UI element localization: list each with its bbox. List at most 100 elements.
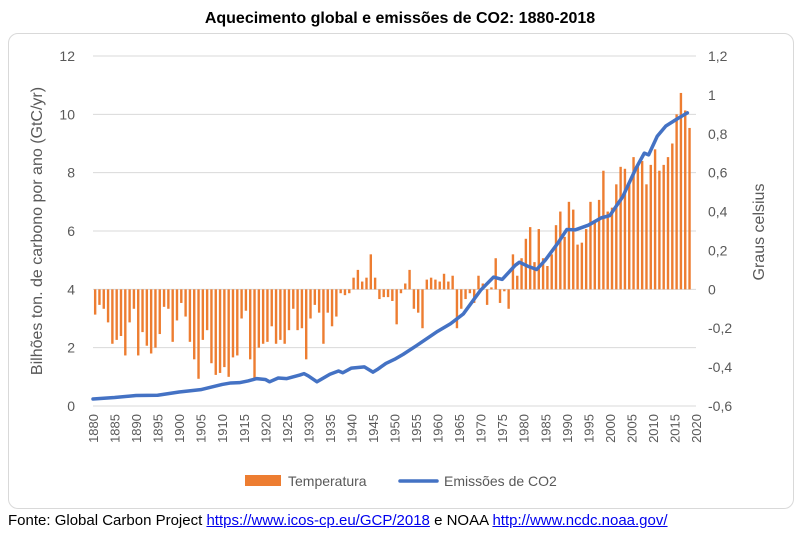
x-tick-label: 2020 [689, 414, 704, 443]
x-tick-label: 2000 [603, 414, 618, 443]
temperature-bar [261, 289, 265, 344]
y-left-tick-label: 4 [67, 281, 75, 297]
y-left-tick-label: 12 [59, 48, 75, 64]
temperature-bar [145, 289, 149, 346]
x-tick-label: 1990 [560, 414, 575, 443]
temperature-bar [576, 244, 579, 290]
temperature-bar [494, 258, 497, 290]
temperature-bar [210, 289, 213, 364]
temperature-bar [460, 289, 463, 309]
x-tick-label: 1900 [172, 414, 187, 443]
temperature-bar [520, 258, 523, 290]
temperature-bar [658, 170, 661, 290]
x-tick-label: 1940 [344, 414, 359, 443]
temperature-bar [567, 201, 571, 290]
x-tick-label: 2010 [646, 414, 661, 443]
x-tick-label: 1925 [280, 414, 295, 443]
temperature-bar [537, 229, 540, 290]
x-tick-label: 1955 [409, 414, 424, 443]
temperature-bar [649, 164, 652, 290]
temperature-bar [322, 289, 325, 344]
temperature-bar [360, 281, 364, 290]
chart-frame [8, 33, 794, 509]
temperature-bar [313, 289, 317, 305]
x-tick-label: 1945 [366, 414, 381, 443]
temperature-bar [287, 289, 291, 331]
temperature-bar [180, 289, 183, 303]
temperature-bar [679, 92, 683, 290]
temperature-bar [584, 229, 588, 290]
y-right-tick-label: 0,8 [708, 126, 728, 142]
temperature-bar [507, 289, 510, 309]
temperature-bar [546, 266, 549, 290]
temperature-bar [628, 184, 631, 290]
chart-title: Aquecimento global e emissões de CO2: 18… [204, 10, 596, 27]
temperature-bar [184, 289, 187, 317]
temperature-bar [597, 199, 601, 290]
temperature-bar [352, 277, 355, 290]
temperature-bar [326, 289, 329, 313]
temperature-bar [369, 254, 373, 290]
temperature-bar [606, 211, 609, 290]
temperature-bar [675, 114, 678, 290]
x-tick-label: 1980 [517, 414, 532, 443]
y-left-tick-label: 2 [67, 340, 75, 356]
temperature-bar [343, 289, 347, 296]
temperature-bar [309, 289, 312, 319]
temperature-bar [98, 289, 101, 305]
temperature-bar [516, 275, 519, 290]
x-tick-label: 1910 [215, 414, 230, 443]
temperature-bar [158, 289, 161, 335]
y-right-tick-label: 0,6 [708, 165, 728, 181]
temperature-bar [511, 254, 515, 290]
temperature-bar [382, 289, 385, 298]
noaa-link[interactable]: http://www.ncdc.noaa.gov/ [492, 512, 668, 529]
temperature-bar [270, 289, 273, 327]
y-right-tick-label: 0,2 [708, 242, 728, 258]
temperature-bar [223, 289, 226, 368]
temperature-bar [541, 258, 545, 290]
temperature-bar [296, 289, 299, 331]
temperature-bar [378, 289, 381, 300]
temperature-bar [175, 289, 179, 321]
temperature-bar [386, 289, 390, 298]
temperature-bar [559, 211, 562, 290]
temperature-bar [662, 164, 665, 290]
temperature-bar [412, 289, 416, 309]
y-left-tick-label: 6 [67, 223, 75, 239]
temperature-bar [102, 289, 105, 309]
temperature-bar [205, 289, 209, 331]
temperature-bar [274, 289, 278, 344]
temperature-bar [115, 289, 118, 340]
y-right-tick-label: -0,2 [708, 320, 732, 336]
temperature-bar [171, 289, 174, 342]
temperature-bar [421, 289, 424, 329]
temperature-bar [451, 275, 454, 290]
temperature-bar [240, 289, 243, 319]
temperature-bar [214, 289, 217, 375]
temperature-bar [197, 289, 200, 379]
temperature-bar [666, 157, 670, 290]
temperature-bar [266, 289, 269, 342]
temperature-bar [356, 269, 360, 290]
temperature-bar [602, 170, 605, 290]
x-tick-label: 1920 [258, 414, 273, 443]
temperature-bar [119, 289, 123, 336]
temperature-bar [249, 289, 252, 360]
y-right-tick-label: 0 [708, 281, 716, 297]
temperature-bar [373, 277, 377, 290]
temperature-bar [563, 236, 566, 290]
temperature-bar [335, 289, 338, 317]
temperature-bar [645, 184, 648, 290]
temperature-bar [490, 287, 493, 290]
x-tick-label: 1930 [301, 414, 316, 443]
temperature-bar [593, 221, 596, 290]
temperature-bar [253, 289, 256, 379]
x-tick-label: 1885 [108, 414, 123, 443]
temperature-bar [425, 279, 429, 290]
temperature-bar [580, 242, 584, 290]
temperature-bar [132, 289, 136, 309]
y-left-axis-title: Bilhões ton. de carbono por ano (GtC/yr) [29, 87, 46, 375]
gcp-link[interactable]: https://www.icos-cp.eu/GCP/2018 [206, 512, 430, 529]
